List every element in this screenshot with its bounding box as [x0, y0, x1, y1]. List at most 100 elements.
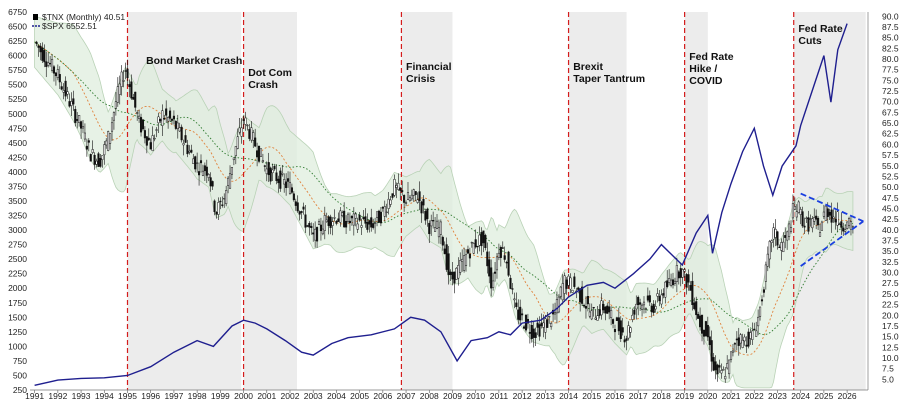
tnx-candle	[447, 253, 450, 276]
tnx-candle	[405, 202, 408, 204]
tnx-candle	[789, 227, 793, 232]
tnx-candle	[74, 109, 77, 123]
tnx-candle	[381, 206, 384, 209]
tnx-candle	[559, 286, 562, 297]
tnx-candle	[199, 160, 203, 164]
tnx-candle	[350, 215, 353, 219]
tnx-candle	[517, 309, 520, 320]
tnx-candle	[39, 45, 42, 53]
x-tick-label-32: 2023	[768, 391, 787, 401]
event-lines	[126, 12, 795, 390]
tnx-candle	[704, 321, 707, 337]
tnx-candle	[285, 181, 288, 189]
tnx-candle	[459, 260, 462, 273]
tnx-candle	[803, 225, 806, 228]
tnx-candle	[592, 306, 595, 309]
x-tick-label-11: 2002	[281, 391, 300, 401]
y-right-tick-24: 30.0	[882, 268, 899, 278]
y-right-tick-1: 87.5	[882, 22, 899, 32]
tnx-candle	[675, 265, 678, 282]
tnx-candle	[383, 206, 386, 217]
x-tick-label-12: 2003	[304, 391, 323, 401]
y-right-tick-34: 5.0	[882, 374, 894, 384]
tnx-candle	[652, 303, 655, 313]
tnx-candle	[169, 110, 172, 119]
tnx-candle	[89, 154, 92, 162]
annotation-1: Dot Com	[248, 67, 292, 79]
tnx-candle	[776, 231, 779, 246]
y-right-tick-22: 35.0	[882, 246, 899, 256]
tnx-candle	[182, 143, 185, 146]
y-right-tick-23: 32.5	[882, 257, 899, 267]
tnx-candle	[726, 363, 729, 369]
tnx-candle	[248, 129, 251, 139]
tnx-candle	[513, 298, 516, 301]
tnx-candle	[639, 302, 642, 305]
tnx-candle	[463, 255, 466, 271]
x-tick-label-16: 2007	[397, 391, 416, 401]
annotation-11: Cuts	[798, 35, 821, 47]
tnx-candle	[660, 294, 663, 305]
x-tick-label-15: 2006	[373, 391, 392, 401]
tnx-candle	[366, 222, 369, 230]
tnx-candle	[54, 72, 57, 77]
tnx-candle	[840, 221, 843, 228]
tnx-candle	[546, 319, 549, 328]
y-left-tick-21: 1500	[8, 312, 27, 322]
tnx-candle	[269, 167, 272, 182]
tnx-series	[35, 40, 854, 383]
tnx-candle	[410, 194, 413, 200]
tnx-candle	[346, 213, 350, 223]
x-tick-label-25: 2016	[606, 391, 625, 401]
tnx-candle	[45, 61, 48, 67]
tnx-candle	[395, 185, 398, 188]
tnx-candle	[155, 129, 158, 131]
tnx-candle	[134, 91, 137, 108]
tnx-candle	[770, 240, 773, 243]
tnx-candle	[577, 287, 580, 290]
tnx-candle	[449, 271, 452, 275]
tnx-candle	[41, 47, 44, 61]
y-right-tick-9: 67.5	[882, 107, 899, 117]
tnx-candle	[542, 322, 545, 328]
tnx-candle	[374, 222, 377, 224]
tnx-candle	[478, 234, 481, 246]
tnx-candle	[534, 332, 537, 338]
tnx-candle	[579, 288, 582, 303]
tnx-candle	[822, 211, 825, 217]
tnx-candle	[712, 357, 715, 371]
x-tick-label-17: 2008	[420, 391, 439, 401]
tnx-candle	[731, 350, 735, 353]
y-left-tick-0: 6750	[8, 7, 27, 17]
tnx-candle	[681, 269, 684, 278]
y-right-tick-15: 52.5	[882, 171, 899, 181]
tnx-candle	[178, 127, 181, 132]
x-tick-label-9: 2000	[234, 391, 253, 401]
tnx-candle	[753, 328, 756, 331]
tnx-candle	[818, 232, 822, 237]
tnx-candle	[832, 216, 835, 219]
x-tick-label-21: 2012	[513, 391, 532, 401]
tnx-candle	[695, 301, 698, 316]
tnx-candle	[387, 198, 390, 209]
tnx-candle	[606, 305, 609, 314]
tnx-candle	[466, 249, 470, 254]
tnx-candle	[279, 170, 282, 189]
spx-series	[34, 23, 848, 386]
annotation-3: Financial	[406, 61, 452, 73]
tnx-candle	[368, 220, 371, 225]
y-right-tick-29: 17.5	[882, 321, 899, 331]
tnx-candle	[757, 316, 760, 327]
x-tick-label-7: 1998	[188, 391, 207, 401]
tnx-candle	[766, 253, 769, 267]
legend-label-0: $TNX (Monthly) 40.51	[42, 12, 125, 22]
y-left-tick-19: 2000	[8, 283, 27, 293]
x-tick-label-6: 1997	[164, 391, 183, 401]
tnx-candle	[755, 330, 758, 337]
tnx-candle	[536, 322, 539, 328]
tnx-candle	[207, 174, 210, 178]
x-tick-label-30: 2021	[722, 391, 741, 401]
tnx-candle	[205, 166, 208, 176]
tnx-candle	[298, 211, 301, 215]
tnx-candle	[836, 211, 839, 226]
